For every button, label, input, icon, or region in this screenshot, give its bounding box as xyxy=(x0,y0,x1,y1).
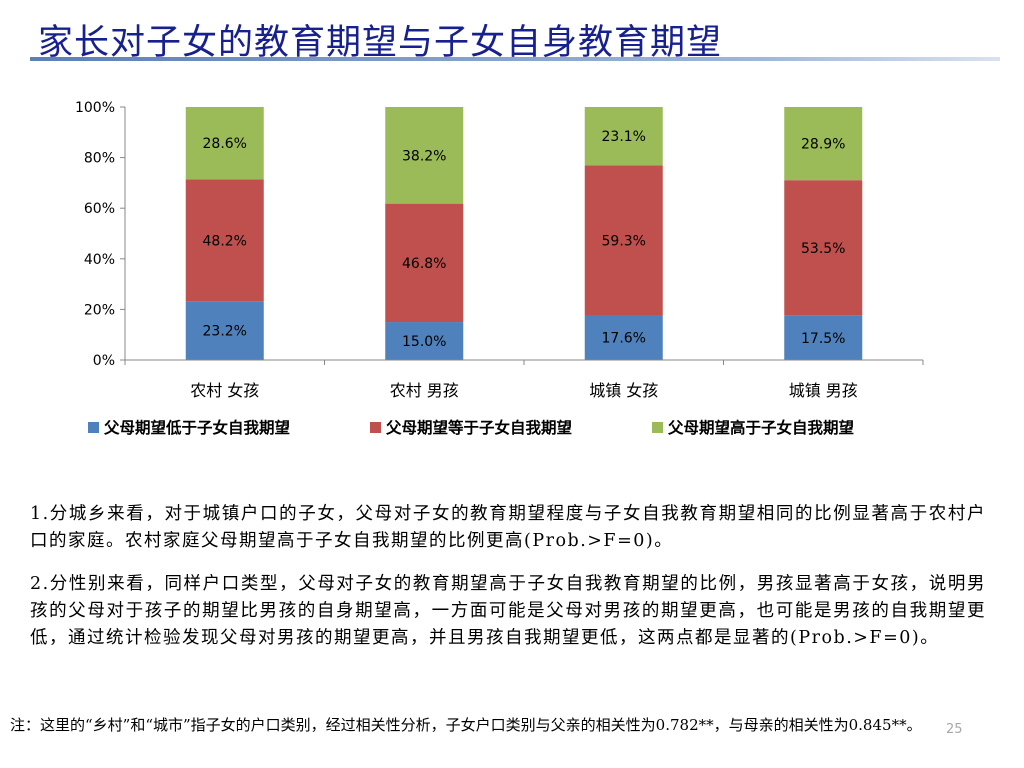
data-label: 28.9% xyxy=(801,137,845,153)
x-axis: 农村 女孩 农村 男孩 城镇 女孩 城镇 男孩 xyxy=(124,359,924,400)
legend-swatch xyxy=(88,422,99,433)
finding-paragraph-2: 2.分性别来看，同样户口类型，父母对子女的教育期望高于子女自我教育期望的比例，男… xyxy=(30,574,986,648)
bar-segment xyxy=(584,107,663,166)
data-label: 59.3% xyxy=(602,233,646,249)
bar-segment xyxy=(784,107,863,181)
legend-label: 父母期望等于子女自我期望 xyxy=(385,418,572,437)
bar-segment xyxy=(185,107,264,180)
y-tick-label: 20% xyxy=(84,302,115,318)
bar-segment xyxy=(385,203,464,323)
legend: 父母期望低于子女自我期望 父母期望等于子女自我期望 父母期望高于子女自我期望 xyxy=(88,418,854,437)
x-category-label: 农村 女孩 xyxy=(190,381,259,400)
bars: 23.2% 48.2% 28.6% 15.0% 46.8% 38.2% 17.6% 59.3%… xyxy=(185,107,863,360)
data-label: 15.0% xyxy=(402,334,446,350)
legend-swatch xyxy=(370,422,381,433)
finding-paragraph-1: 1.分城乡来看，对于城镇户口的子女，父母对子女的教育期望程度与子女自我教育期望相… xyxy=(30,504,986,551)
footnote: 注：这里的“乡村”和“城市”指子女的户口类别，经过相关性分析，子女户口类别与父亲… xyxy=(10,716,922,734)
bar-segment xyxy=(385,322,464,360)
y-axis: 0% 20% 40% 60% 80% 100% xyxy=(75,100,126,369)
data-label: 17.5% xyxy=(801,331,845,347)
legend-label: 父母期望低于子女自我期望 xyxy=(103,418,290,437)
data-label: 53.5% xyxy=(801,241,845,257)
bar-segment xyxy=(784,315,863,360)
y-tick-label: 40% xyxy=(84,252,115,268)
data-label: 38.2% xyxy=(402,148,446,164)
bar-segment xyxy=(185,179,264,302)
x-category-label: 农村 男孩 xyxy=(390,381,459,400)
data-label: 23.1% xyxy=(602,129,646,145)
bar-segment xyxy=(385,107,464,204)
y-tick-label: 100% xyxy=(75,100,115,116)
y-tick-label: 0% xyxy=(93,353,115,369)
legend-label: 父母期望高于子女自我期望 xyxy=(667,418,854,437)
data-label: 17.6% xyxy=(602,331,646,347)
slide-title: 家长对子女的教育期望与子女自身教育期望 xyxy=(38,23,723,63)
data-label: 48.2% xyxy=(203,233,247,249)
bar-segment xyxy=(185,301,264,360)
x-category-label: 城镇 女孩 xyxy=(589,381,658,400)
data-label: 46.8% xyxy=(402,256,446,272)
stacked-bar-chart: 0% 20% 40% 60% 80% 100% 23.2% 48.2% 28.6% 15.0% 4… xyxy=(75,100,924,437)
legend-swatch xyxy=(652,422,663,433)
y-tick-label: 60% xyxy=(84,201,115,217)
bar-segment xyxy=(584,315,663,360)
page-number: 25 xyxy=(946,722,963,737)
data-label: 28.6% xyxy=(203,136,247,152)
title-underline xyxy=(30,57,1000,61)
y-tick-label: 80% xyxy=(84,151,115,167)
data-label: 23.2% xyxy=(203,324,247,340)
bar-segment xyxy=(784,180,863,316)
bar-segment xyxy=(584,165,663,316)
x-category-label: 城镇 男孩 xyxy=(789,381,858,400)
